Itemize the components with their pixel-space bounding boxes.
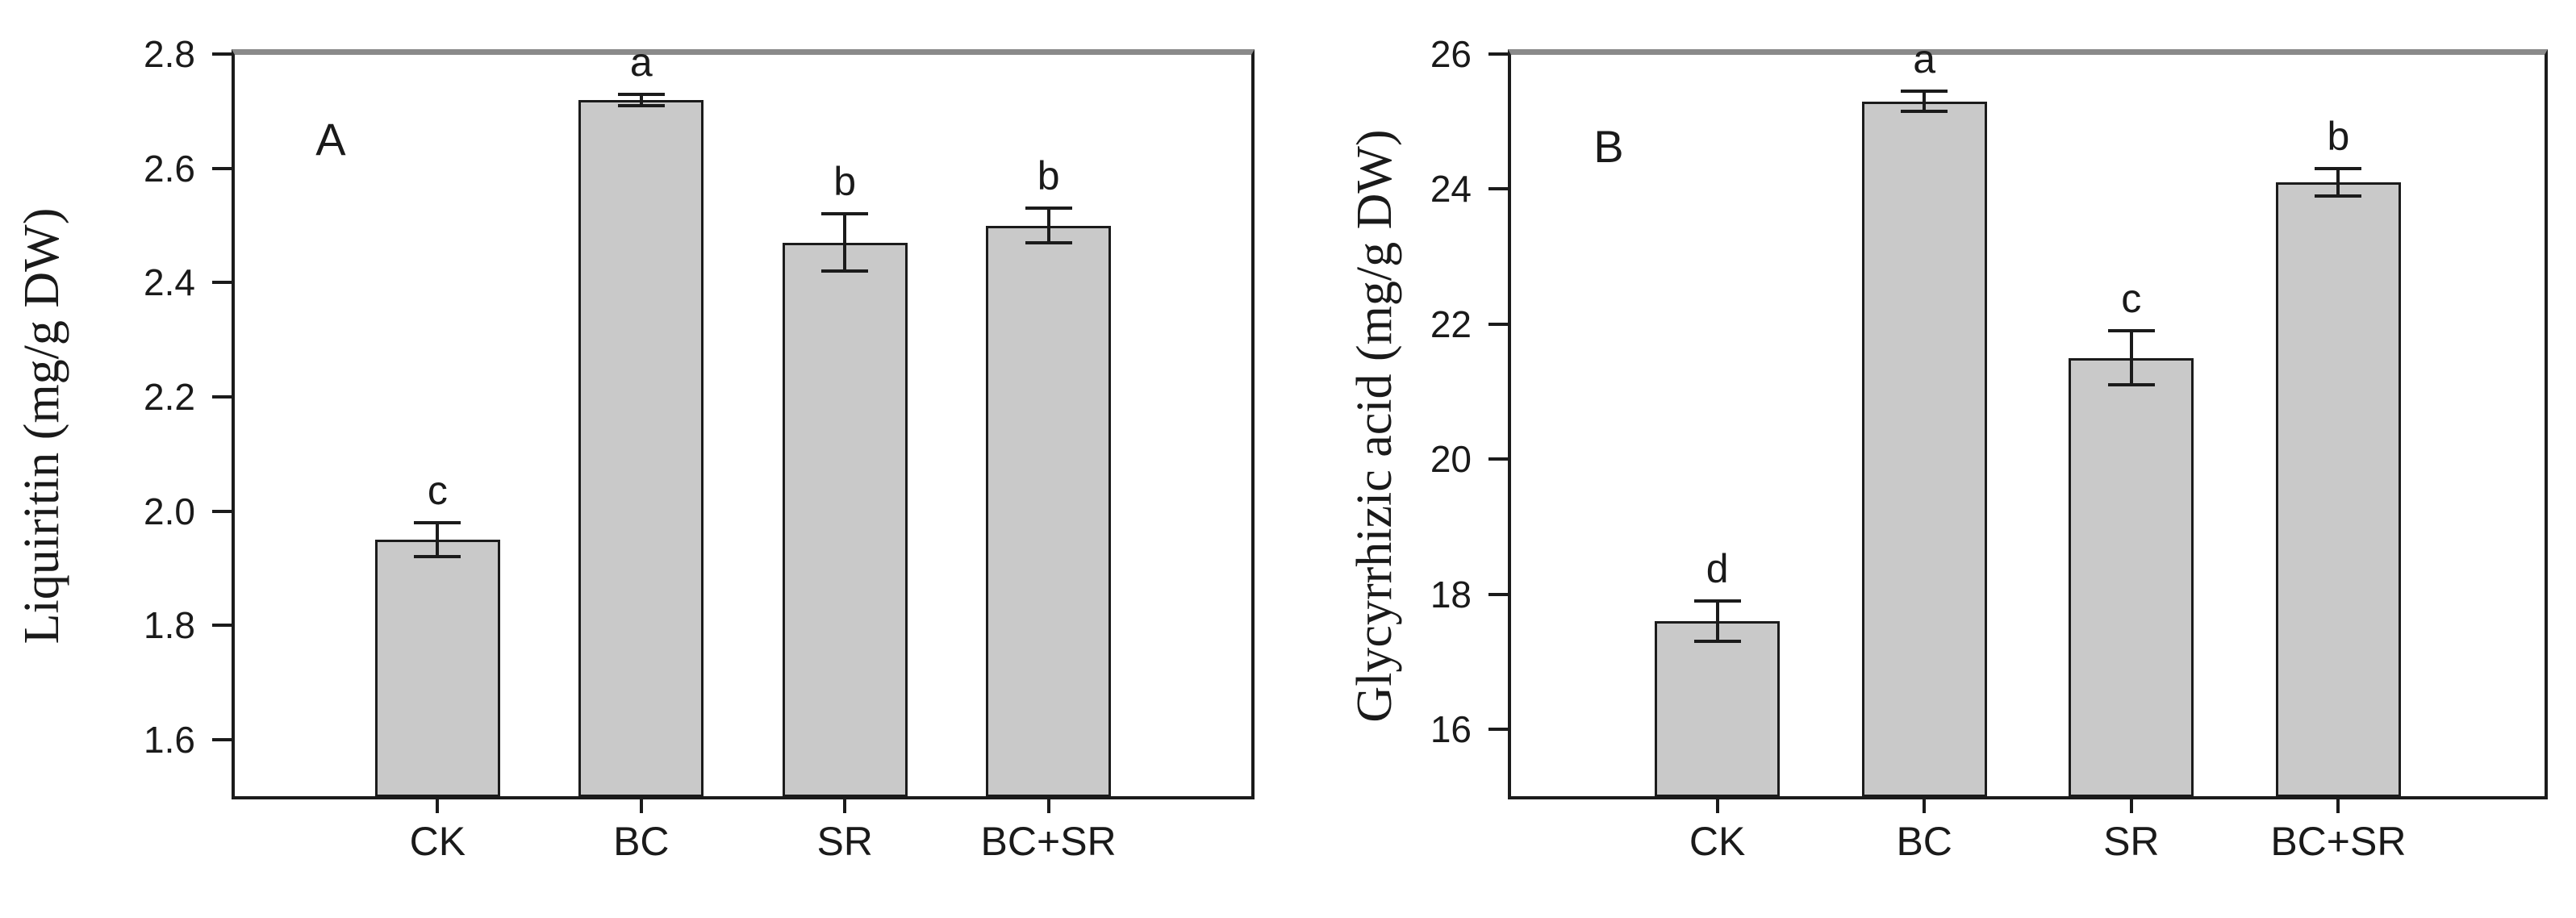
bar-sr-b xyxy=(2069,357,2194,797)
error-bar-b xyxy=(1715,601,1719,642)
y-tick-label-a: 2.6 xyxy=(144,147,195,190)
error-bar-cap-top-a xyxy=(821,212,869,216)
error-bar-cap-bottom-a xyxy=(617,103,665,107)
x-category-label-a: BC+SR xyxy=(980,819,1117,864)
x-tick-a xyxy=(843,797,847,813)
error-bar-cap-top-b xyxy=(1693,599,1741,603)
x-tick-a xyxy=(639,797,643,813)
error-bar-a xyxy=(436,522,440,557)
panel-letter-a: A xyxy=(315,113,346,165)
error-bar-a xyxy=(639,94,643,106)
y-tick-b xyxy=(1488,728,1508,732)
x-tick-b xyxy=(1923,797,1927,813)
bar-bc-sr-a xyxy=(986,225,1112,797)
x-category-label-a: CK xyxy=(409,819,466,864)
error-bar-cap-bottom-a xyxy=(1025,240,1072,244)
y-tick-a xyxy=(212,624,232,628)
sig-letter-b: a xyxy=(1913,36,1936,82)
y-tick-b xyxy=(1488,52,1508,56)
error-bar-cap-top-b xyxy=(2315,167,2362,171)
bar-ck-b xyxy=(1655,621,1781,797)
sig-letter-a: b xyxy=(1037,153,1060,199)
y-tick-label-a: 2.8 xyxy=(144,33,195,75)
y-tick-a xyxy=(212,52,232,56)
error-bar-b xyxy=(1923,91,1927,112)
error-bar-cap-top-b xyxy=(2107,329,2155,333)
y-tick-label-a: 1.6 xyxy=(144,719,195,762)
sig-letter-a: a xyxy=(629,39,653,85)
y-tick-a xyxy=(212,166,232,170)
sig-letter-b: d xyxy=(1706,546,1729,592)
error-bar-a xyxy=(843,214,847,272)
error-bar-cap-bottom-b xyxy=(1901,110,1948,114)
error-bar-cap-bottom-a xyxy=(821,269,869,273)
error-bar-cap-top-a xyxy=(617,92,665,96)
sig-letter-b: c xyxy=(2121,276,2142,322)
y-tick-label-a: 2.4 xyxy=(144,261,195,304)
x-tick-b xyxy=(2129,797,2133,813)
bar-bc-b xyxy=(1861,101,1987,797)
y-tick-label-a: 1.8 xyxy=(144,604,195,647)
x-category-label-b: BC xyxy=(1896,819,1952,864)
error-bar-cap-bottom-b xyxy=(2315,194,2362,198)
error-bar-cap-top-a xyxy=(1025,207,1072,211)
error-bar-cap-bottom-a xyxy=(414,555,461,559)
sig-letter-b: b xyxy=(2327,114,2350,160)
error-bar-a xyxy=(1046,208,1050,243)
y-tick-label-b: 18 xyxy=(1430,573,1472,615)
y-axis-title-a: Liquiritin (mg/g DW) xyxy=(15,207,69,644)
y-tick-label-b: 20 xyxy=(1430,438,1472,481)
y-tick-b xyxy=(1488,592,1508,596)
x-tick-b xyxy=(2336,797,2340,813)
y-tick-label-b: 16 xyxy=(1430,708,1472,751)
x-tick-a xyxy=(1046,797,1050,813)
bar-bc-a xyxy=(578,99,704,797)
bar-sr-a xyxy=(782,242,908,797)
x-category-label-b: SR xyxy=(2103,819,2160,864)
y-tick-label-a: 2.2 xyxy=(144,376,195,419)
y-tick-label-b: 22 xyxy=(1430,303,1472,345)
error-bar-cap-bottom-b xyxy=(2107,383,2155,387)
sig-letter-a: b xyxy=(833,159,857,205)
error-bar-cap-bottom-b xyxy=(1693,640,1741,644)
y-tick-a xyxy=(212,738,232,742)
y-tick-label-b: 24 xyxy=(1430,168,1472,211)
error-bar-cap-top-b xyxy=(1901,90,1948,94)
sig-letter-a: c xyxy=(427,467,448,513)
panel-letter-b: B xyxy=(1593,121,1624,173)
x-category-label-b: CK xyxy=(1689,819,1746,864)
y-tick-label-b: 26 xyxy=(1430,33,1472,75)
error-bar-b xyxy=(2129,331,2133,386)
x-tick-a xyxy=(436,797,440,813)
x-category-label-b: BC+SR xyxy=(2270,819,2407,864)
x-category-label-a: SR xyxy=(816,819,873,864)
x-category-label-a: BC xyxy=(613,819,670,864)
bar-bc-sr-b xyxy=(2275,182,2401,797)
y-tick-b xyxy=(1488,322,1508,326)
error-bar-b xyxy=(2336,169,2340,196)
y-tick-label-a: 2.0 xyxy=(144,490,195,532)
error-bar-cap-top-a xyxy=(414,520,461,524)
y-tick-b xyxy=(1488,457,1508,461)
y-tick-a xyxy=(212,509,232,513)
y-tick-b xyxy=(1488,187,1508,191)
x-tick-b xyxy=(1715,797,1719,813)
bar-ck-a xyxy=(374,540,500,797)
y-tick-a xyxy=(212,281,232,285)
y-tick-a xyxy=(212,395,232,399)
